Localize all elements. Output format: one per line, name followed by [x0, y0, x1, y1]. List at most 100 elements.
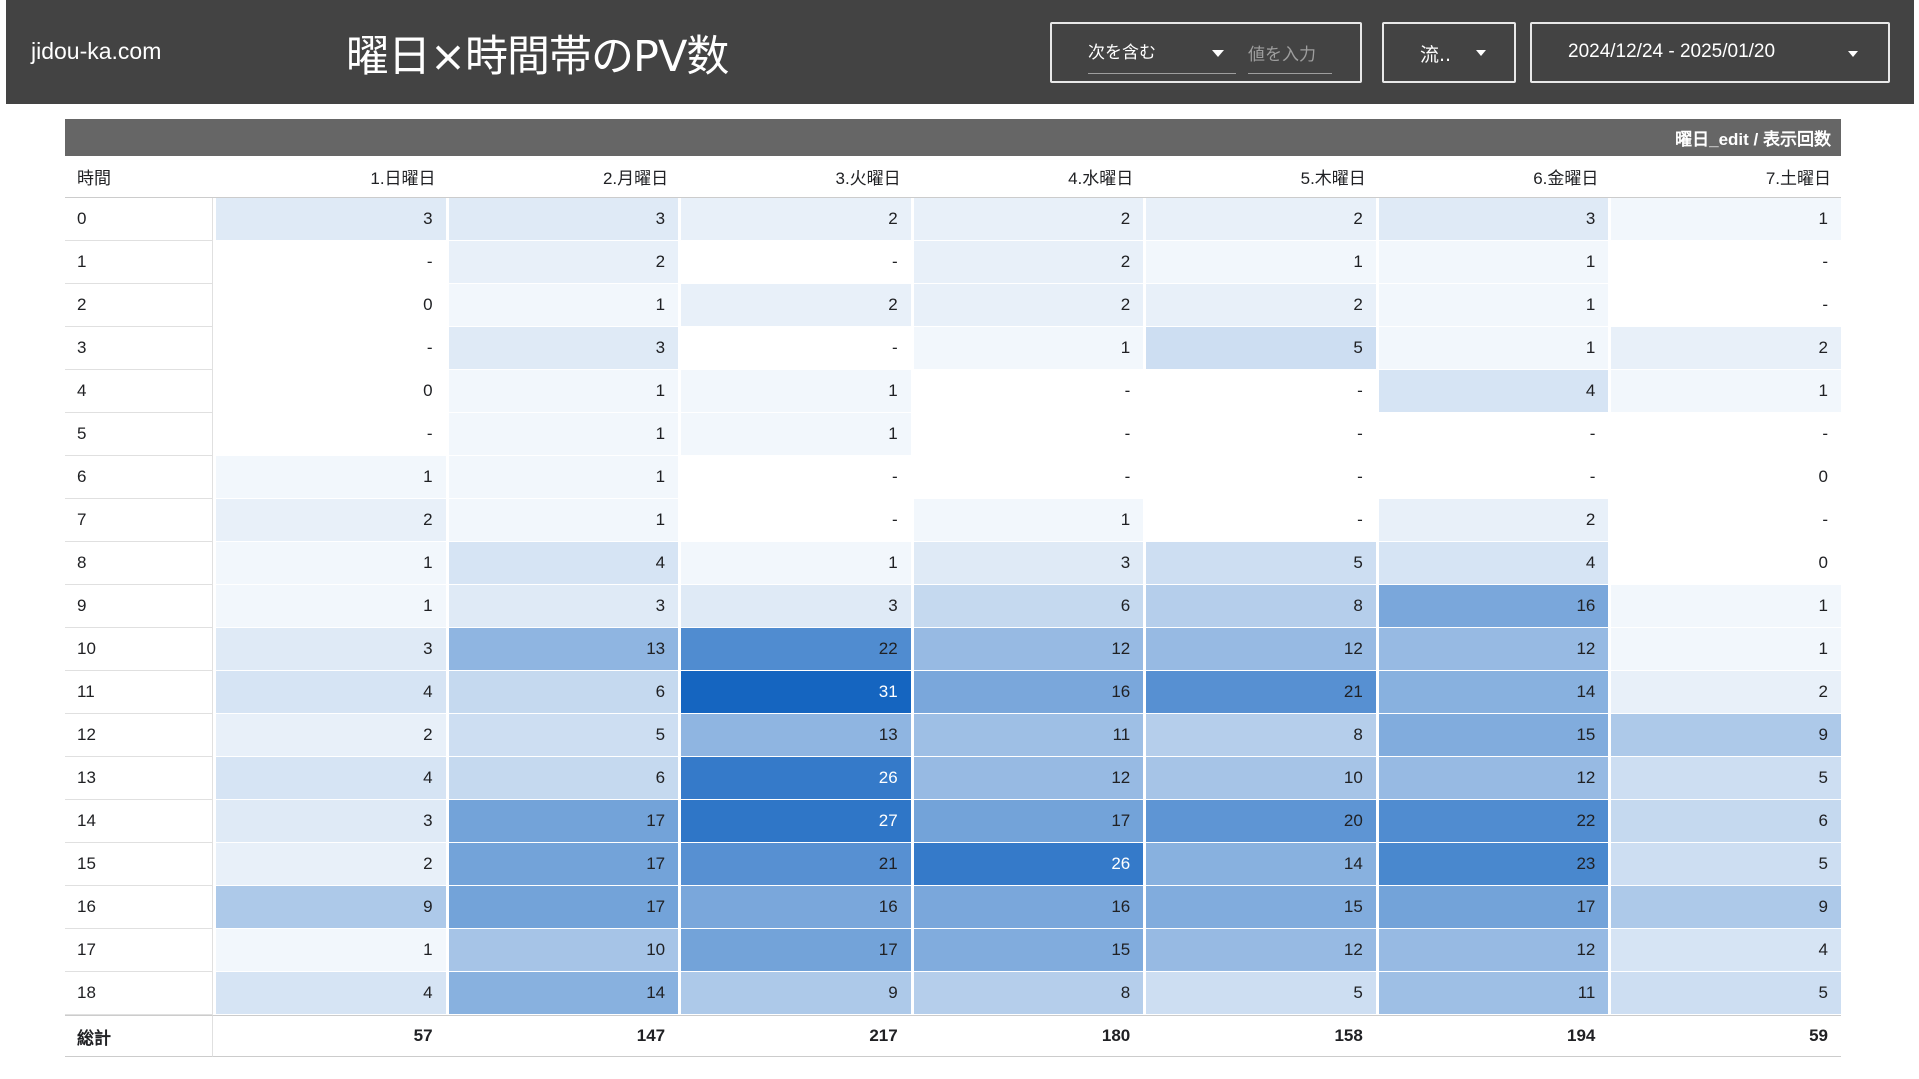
- heatmap-cell: 9: [1608, 714, 1841, 757]
- heatmap-cell: 10: [1143, 757, 1376, 800]
- heatmap-cell: 5: [1608, 972, 1841, 1015]
- heatmap-cell: 26: [910, 843, 1144, 886]
- date-range-label: 2024/12/24 - 2025/01/20: [1568, 41, 1776, 62]
- date-range-picker[interactable]: 2024/12/24 - 2025/01/20: [1530, 22, 1890, 83]
- heatmap-cell: 12: [910, 757, 1144, 800]
- heatmap-cell: 9: [678, 972, 911, 1015]
- pivot-column-label[interactable]: 曜日_edit / 表示回数: [1675, 130, 1831, 149]
- heatmap-cell: 3: [678, 585, 911, 628]
- column-header-hour[interactable]: 時間: [65, 156, 213, 198]
- hour-cell: 11: [65, 671, 213, 714]
- column-header-day[interactable]: 2.月曜日: [445, 156, 679, 198]
- heatmap-cell: -: [213, 413, 446, 456]
- hour-cell: 14: [65, 800, 213, 843]
- total-cell: 180: [910, 1015, 1144, 1057]
- heatmap-cell: -: [1608, 413, 1841, 456]
- heatmap-cell: -: [910, 370, 1144, 413]
- heatmap-cell: 26: [678, 757, 911, 800]
- heatmap-cell: 12: [1375, 929, 1609, 972]
- column-header-day[interactable]: 6.金曜日: [1375, 156, 1609, 198]
- heatmap-cell: 0: [213, 370, 446, 413]
- filter-operator-underline: [1088, 73, 1236, 74]
- hour-cell: 2: [65, 284, 213, 327]
- heatmap-cell: 11: [1375, 972, 1609, 1015]
- heatmap-cell: 6: [445, 757, 679, 800]
- heatmap-cell: 1: [1375, 284, 1609, 327]
- heatmap-cell: 17: [445, 843, 679, 886]
- heatmap-cell: 3: [1375, 198, 1609, 241]
- hour-cell: 12: [65, 714, 213, 757]
- heatmap-cell: -: [1143, 413, 1376, 456]
- heatmap-cell: 2: [213, 499, 446, 542]
- heatmap-cell: 6: [910, 585, 1144, 628]
- heatmap-cell: 10: [445, 929, 679, 972]
- heatmap-cell: 8: [910, 972, 1144, 1015]
- heatmap-cell: 3: [213, 800, 446, 843]
- heatmap-cell: 17: [678, 929, 911, 972]
- source-dropdown[interactable]: 流..: [1382, 22, 1516, 83]
- filter-input-underline: [1248, 73, 1332, 74]
- hour-cell: 3: [65, 327, 213, 370]
- column-header-day[interactable]: 5.木曜日: [1143, 156, 1376, 198]
- filter-operator-select[interactable]: 次を含む: [1088, 43, 1156, 63]
- page-title: 曜日×時間帯のPV数: [346, 32, 729, 82]
- heatmap-cell: -: [1375, 456, 1609, 499]
- heatmap-cell: -: [1375, 413, 1609, 456]
- heatmap-cell: 2: [910, 198, 1144, 241]
- heatmap-cell: 1: [678, 542, 911, 585]
- heatmap-cell: 1: [1608, 198, 1841, 241]
- report-header: jidou-ka.com 曜日×時間帯のPV数 次を含む 流.. 2024/12…: [6, 0, 1914, 104]
- heatmap-cell: 5: [1608, 843, 1841, 886]
- heatmap-cell: 11: [910, 714, 1144, 757]
- hour-cell: 10: [65, 628, 213, 671]
- heatmap-cell: -: [678, 241, 911, 284]
- pivot-table: 曜日_edit / 表示回数 時間 1.日曜日 2.月曜日 3.火曜日 4.水曜日 5.…: [65, 119, 1841, 1057]
- filter-value-input[interactable]: [1248, 38, 1332, 72]
- table-row: 14 3 17 27 17 20 22 6: [65, 800, 1841, 843]
- heatmap-cell: 16: [910, 886, 1144, 929]
- heatmap-cell: 1: [445, 456, 679, 499]
- heatmap-cell: -: [1608, 284, 1841, 327]
- heatmap-cell: 1: [1375, 241, 1609, 284]
- heatmap-cell: 1: [678, 413, 911, 456]
- heatmap-cell: 1: [213, 542, 446, 585]
- heatmap-cell: 2: [1143, 198, 1376, 241]
- column-header-day[interactable]: 1.日曜日: [213, 156, 446, 198]
- heatmap-cell: 2: [678, 198, 911, 241]
- total-cell: 57: [213, 1015, 446, 1057]
- heatmap-cell: 20: [1143, 800, 1376, 843]
- column-header-day[interactable]: 3.火曜日: [678, 156, 911, 198]
- heatmap-cell: 21: [678, 843, 911, 886]
- column-header-day[interactable]: 4.水曜日: [910, 156, 1144, 198]
- heatmap-cell: 8: [1143, 585, 1376, 628]
- heatmap-cell: 2: [1375, 499, 1609, 542]
- heatmap-cell: 8: [1143, 714, 1376, 757]
- heatmap-cell: 3: [445, 198, 679, 241]
- table-row: 9 1 3 3 6 8 16 1: [65, 585, 1841, 628]
- heatmap-cell: 0: [1608, 456, 1841, 499]
- heatmap-cell: 2: [1608, 327, 1841, 370]
- heatmap-cell: 21: [1143, 671, 1376, 714]
- chevron-down-icon[interactable]: [1212, 50, 1224, 57]
- heatmap-cell: 5: [1608, 757, 1841, 800]
- heatmap-cell: 4: [213, 671, 446, 714]
- heatmap-cell: 2: [678, 284, 911, 327]
- heatmap-cell: 3: [445, 327, 679, 370]
- heatmap-cell: -: [678, 499, 911, 542]
- hour-cell: 7: [65, 499, 213, 542]
- heatmap-cell: 23: [1375, 843, 1609, 886]
- heatmap-cell: 5: [1143, 327, 1376, 370]
- heatmap-cell: 1: [1608, 370, 1841, 413]
- total-cell: 59: [1608, 1015, 1841, 1057]
- heatmap-cell: 22: [678, 628, 911, 671]
- heatmap-cell: 1: [445, 284, 679, 327]
- heatmap-cell: 6: [445, 671, 679, 714]
- heatmap-table: 時間 1.日曜日 2.月曜日 3.火曜日 4.水曜日 5.木曜日 6.金曜日 7.土曜日 0…: [65, 156, 1841, 1057]
- heatmap-cell: 0: [1608, 542, 1841, 585]
- column-header-day[interactable]: 7.土曜日: [1608, 156, 1841, 198]
- heatmap-cell: -: [1608, 499, 1841, 542]
- heatmap-cell: 14: [445, 972, 679, 1015]
